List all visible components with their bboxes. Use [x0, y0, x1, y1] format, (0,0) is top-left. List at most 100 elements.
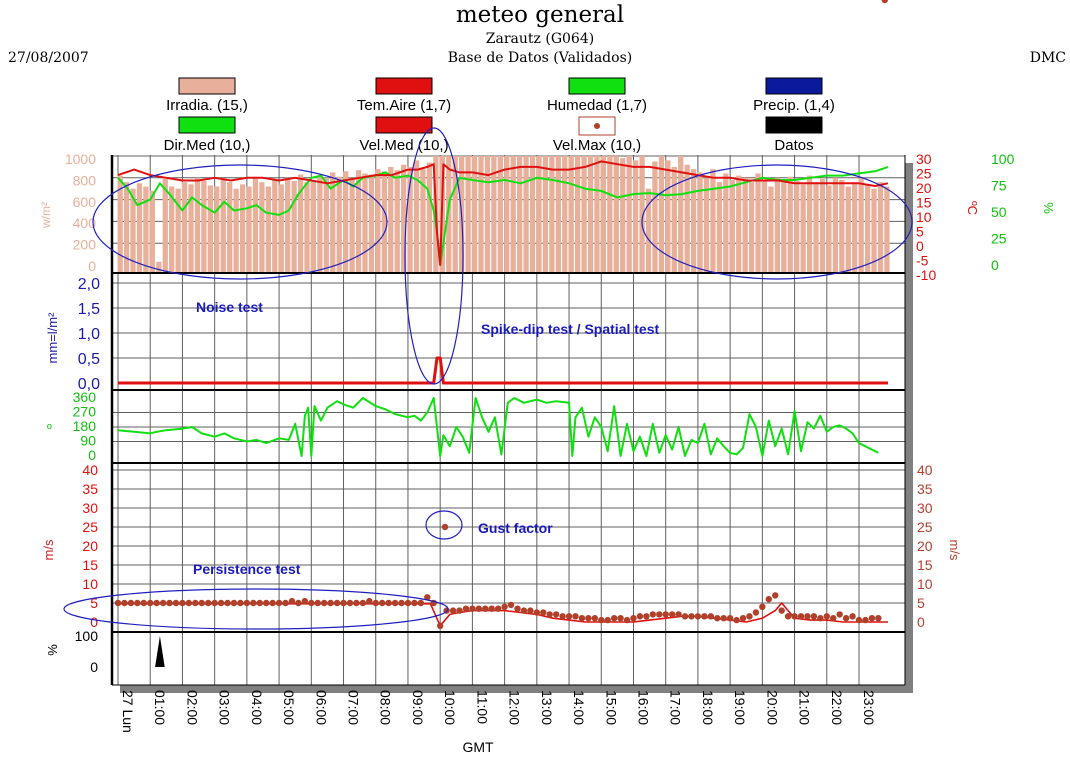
irradiance-bar	[343, 171, 349, 273]
vel-max-point	[250, 599, 257, 607]
irradiance-bar	[690, 169, 697, 273]
panel-borders	[110, 155, 906, 686]
x-tick: 03:00	[217, 690, 233, 725]
irradiance-bar	[252, 177, 259, 273]
vel-max-point	[881, 0, 888, 4]
vel-max-point	[314, 599, 321, 607]
irradiance-bar	[194, 177, 201, 273]
irradiance-bar	[839, 179, 845, 273]
x-tick: 23:00	[861, 690, 877, 725]
vel-max-point	[778, 607, 785, 614]
irradiance-bar	[246, 186, 252, 273]
vel-max-point	[411, 599, 418, 607]
irradiance-bar	[574, 156, 581, 273]
vel-max-point	[514, 605, 521, 612]
irradiance-tick: 1000	[65, 151, 96, 167]
irradiance-bar	[201, 181, 207, 273]
irradiance-bar	[568, 156, 574, 273]
x-tick: 11:00	[474, 690, 490, 724]
wind-tick-left: 30	[82, 500, 98, 516]
x-tick: 22:00	[829, 690, 845, 725]
direction-tick: 270	[73, 404, 97, 420]
vel-max-point	[172, 599, 180, 607]
precip-tick: 0,5	[78, 351, 100, 368]
vel-max-point	[617, 615, 624, 622]
irradiance-bar	[781, 182, 787, 273]
legend-label: Vel.Max (10,)	[553, 137, 641, 154]
vel-max-point	[353, 599, 360, 607]
vel-max-point	[198, 599, 205, 607]
vel-max-point	[469, 605, 476, 612]
vel-max-point	[585, 615, 592, 622]
legend-swatch	[178, 116, 236, 134]
vel-max-point	[482, 605, 489, 612]
temperature-tick: 0	[916, 238, 924, 254]
irradiance-bar	[858, 177, 864, 273]
vel-max-point	[275, 599, 283, 607]
vel-max-point	[552, 611, 560, 618]
irradiance-bar	[169, 186, 175, 273]
vel-max-point	[681, 613, 689, 620]
series-lines	[117, 160, 889, 667]
vel-max-point	[817, 615, 824, 622]
temperature-line	[117, 160, 889, 266]
legend-label: Datos	[774, 137, 813, 154]
wind-tick-left: 15	[82, 557, 98, 573]
irradiance-bar	[877, 182, 884, 273]
x-tick: 08:00	[378, 690, 394, 725]
vel-max-point	[662, 611, 669, 618]
vel-max-point	[153, 599, 160, 607]
vel-max-point	[875, 615, 882, 622]
x-tick: 04:00	[249, 690, 265, 725]
vel-max-point	[320, 599, 328, 607]
irradiance-bar	[362, 173, 368, 273]
irradiance-bar	[684, 164, 690, 273]
x-tick: 15:00	[603, 690, 619, 725]
direction-tick: 0	[88, 447, 96, 463]
irradiance-bar	[420, 169, 426, 273]
data-tick: 0	[90, 659, 98, 675]
irradiance-bar	[529, 156, 536, 273]
irradiance-bar	[265, 186, 271, 273]
irradiance-tick: 200	[73, 237, 97, 253]
irradiance-bar	[832, 177, 839, 273]
irradiance-bar	[600, 156, 607, 273]
irradiance-bar	[136, 183, 143, 273]
vel-max-point	[340, 599, 347, 607]
gust-factor-label: Gust factor	[478, 520, 553, 536]
irradiance-bar	[407, 166, 413, 273]
legend-label: Vel.Med (10,)	[359, 137, 448, 154]
x-axis-label: GMT	[462, 739, 494, 755]
irradiance-bar	[446, 156, 452, 273]
vel-max-point	[668, 611, 676, 618]
precip-tick: 1,5	[78, 301, 100, 318]
irradiance-bar	[207, 185, 213, 273]
vel-max-point	[630, 615, 637, 622]
spike-test-label: Spike-dip test / Spatial test	[481, 321, 659, 337]
precip-tick: 2,0	[78, 276, 100, 293]
irradiance-bar	[819, 178, 826, 273]
vel-max-point	[114, 599, 122, 607]
wind-tick-right: 40	[917, 462, 933, 478]
wind-tick-right: 30	[917, 500, 933, 516]
irradiance-bar	[697, 172, 703, 273]
irradiance-bar	[394, 170, 400, 273]
irradiance-tick: 400	[73, 215, 97, 231]
humidity-tick: 25	[991, 231, 1007, 247]
vel-max-point	[565, 613, 573, 620]
wind-tick-left: 25	[82, 519, 98, 535]
noise-ellipse-left	[92, 164, 388, 280]
irradiance-bar	[452, 156, 458, 273]
vel-max-point	[134, 599, 141, 607]
wind-tick-left: 10	[82, 576, 98, 592]
vel-max-point	[288, 597, 296, 605]
wind-tick-right: 5	[917, 595, 925, 611]
vel-max-point	[810, 613, 818, 620]
wind-tick-left: 5	[90, 595, 98, 611]
vel-max-point	[578, 615, 586, 622]
legend-label: Irradia. (15,)	[166, 97, 248, 114]
irradiance-bar	[381, 171, 387, 273]
vel-max-point	[830, 615, 837, 622]
vel-max-point	[378, 599, 386, 607]
vel-max-point	[366, 597, 373, 605]
